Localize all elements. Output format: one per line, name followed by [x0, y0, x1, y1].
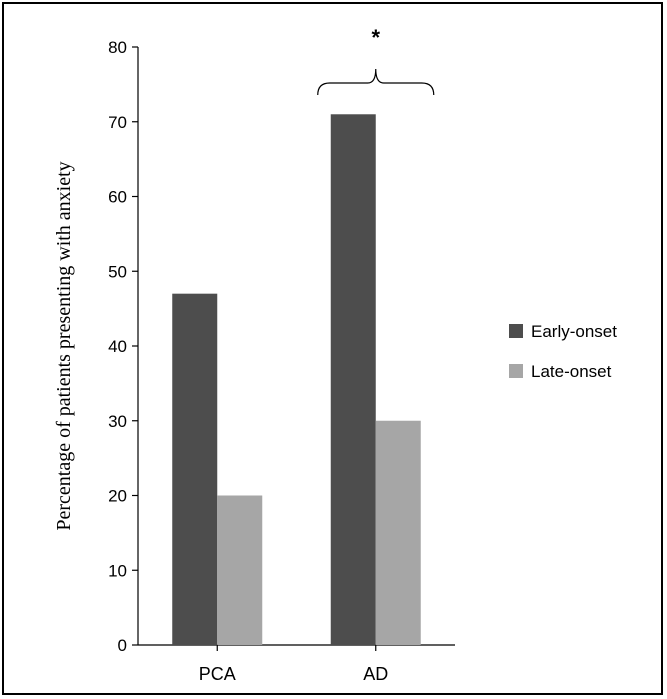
bars — [172, 114, 421, 645]
legend-label: Early-onset — [531, 322, 617, 341]
y-tick-label: 0 — [118, 636, 127, 655]
bar-early-onset-pca — [172, 293, 218, 645]
bar-early-onset-ad — [330, 114, 376, 645]
x-categories: PCA AD — [199, 664, 389, 684]
legend: Early-onset Late-onset — [509, 322, 617, 381]
y-tick-label: 80 — [108, 38, 127, 57]
x-category-label: PCA — [199, 664, 236, 684]
bar-late-onset-pca — [217, 495, 263, 645]
significance-bracket — [317, 68, 435, 96]
bar-late-onset-ad — [375, 420, 421, 645]
y-tick-label: 40 — [108, 337, 127, 356]
y-tick-label: 60 — [108, 188, 127, 207]
y-ticks: 0 10 20 30 40 50 60 70 80 — [108, 38, 138, 655]
y-tick-label: 70 — [108, 113, 127, 132]
y-tick-label: 20 — [108, 487, 127, 506]
y-tick-label: 30 — [108, 412, 127, 431]
legend-swatch — [509, 324, 523, 338]
significance-annotation: * — [317, 25, 435, 96]
y-axis-label: Percentage of patients presenting with a… — [53, 161, 75, 530]
significance-asterisk: * — [371, 25, 380, 50]
legend-swatch — [509, 364, 523, 378]
y-tick-label: 10 — [108, 561, 127, 580]
x-category-label: AD — [363, 664, 388, 684]
legend-label: Late-onset — [531, 362, 612, 381]
y-tick-label: 50 — [108, 262, 127, 281]
